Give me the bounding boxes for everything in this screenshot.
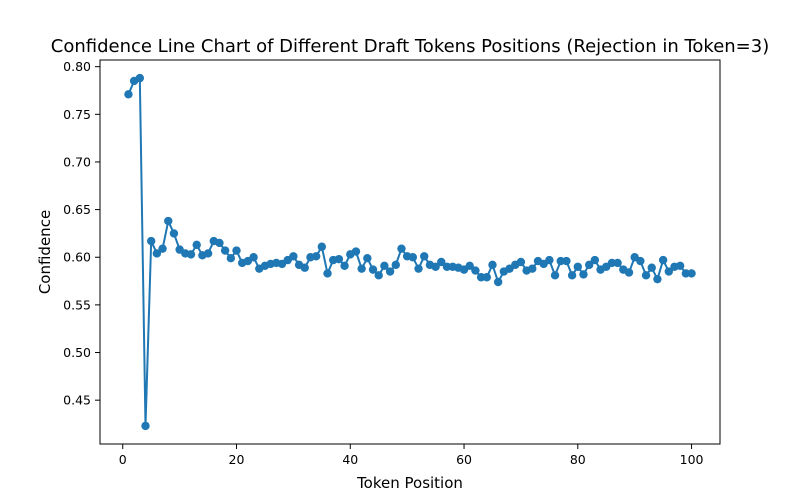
data-point: [317, 242, 327, 251]
data-point: [408, 253, 418, 262]
data-point: [414, 264, 423, 273]
data-point: [624, 268, 634, 277]
data-point: [215, 238, 224, 248]
data-point: [493, 277, 503, 287]
y-tick-label: 0.45: [63, 393, 91, 408]
data-point: [391, 260, 400, 270]
data-point: [687, 269, 696, 278]
data-point: [323, 269, 332, 278]
data-point: [146, 236, 156, 246]
data-point: [169, 229, 179, 238]
data-point: [562, 256, 571, 266]
data-point: [465, 261, 474, 271]
data-point: [374, 271, 383, 280]
y-tick-label: 0.65: [63, 202, 91, 217]
chart-title: Confidence Line Chart of Different Draft…: [51, 36, 769, 57]
data-point: [658, 255, 668, 265]
y-axis-ticks: 0.45 0.50 0.55 0.60 0.65 0.70 0.75 0.80: [63, 59, 100, 408]
x-tick-label: 100: [680, 452, 704, 467]
data-point: [220, 246, 230, 255]
data-point: [186, 250, 196, 259]
x-axis-label: Token Position: [356, 474, 463, 492]
data-point: [340, 261, 349, 271]
data-point: [385, 267, 395, 276]
data-point: [380, 261, 389, 271]
y-tick-label: 0.70: [63, 154, 91, 169]
data-point: [567, 271, 577, 280]
data-point: [647, 263, 656, 272]
data-point: [300, 263, 309, 272]
data-point: [675, 261, 685, 271]
y-tick-label: 0.80: [63, 59, 91, 74]
data-point: [664, 267, 674, 276]
data-point: [590, 255, 600, 265]
data-point: [192, 240, 201, 250]
data-point: [351, 247, 361, 256]
data-point: [334, 254, 344, 264]
y-tick-label: 0.60: [63, 250, 91, 265]
x-tick-label: 40: [342, 452, 358, 467]
data-point: [141, 421, 150, 431]
data-point: [471, 266, 480, 275]
data-point: [289, 252, 298, 261]
data-point: [528, 264, 537, 273]
y-axis-label: Confidence: [36, 210, 54, 294]
data-point: [613, 258, 622, 268]
data-point: [653, 274, 662, 284]
data-point: [249, 253, 258, 262]
data-point: [516, 257, 526, 267]
data-point: [550, 271, 560, 280]
data-point: [164, 216, 173, 226]
data-point: [158, 244, 167, 253]
data-point: [363, 253, 372, 263]
data-point: [397, 244, 406, 253]
data-point: [135, 73, 145, 83]
data-point: [584, 260, 594, 270]
data-point: [357, 264, 366, 273]
data-point: [124, 90, 133, 99]
x-axis-ticks: 0 20 40 60 80 100: [119, 444, 704, 467]
data-point: [641, 271, 651, 280]
confidence-series-line: [127, 76, 692, 426]
data-point: [420, 252, 429, 261]
x-tick-label: 80: [570, 452, 586, 467]
x-tick-label: 0: [119, 452, 127, 467]
x-tick-label: 20: [229, 452, 245, 467]
data-point: [573, 262, 582, 271]
y-tick-label: 0.50: [63, 345, 91, 360]
y-tick-label: 0.55: [63, 297, 91, 312]
plot-area: [99, 59, 721, 445]
data-point: [311, 252, 321, 261]
data-point: [579, 270, 588, 279]
data-point: [152, 249, 162, 258]
y-tick-label: 0.75: [63, 107, 91, 122]
data-point: [636, 256, 645, 266]
data-point: [203, 249, 213, 258]
x-tick-label: 60: [456, 452, 472, 467]
data-point: [232, 246, 241, 255]
confidence-series-markers: [124, 73, 696, 431]
data-point: [226, 253, 236, 263]
data-point: [437, 257, 446, 267]
data-point: [368, 265, 378, 274]
data-point: [488, 260, 497, 270]
data-point: [545, 255, 554, 265]
data-point: [482, 273, 491, 282]
data-point: [431, 262, 440, 271]
plot-frame: [99, 59, 721, 445]
